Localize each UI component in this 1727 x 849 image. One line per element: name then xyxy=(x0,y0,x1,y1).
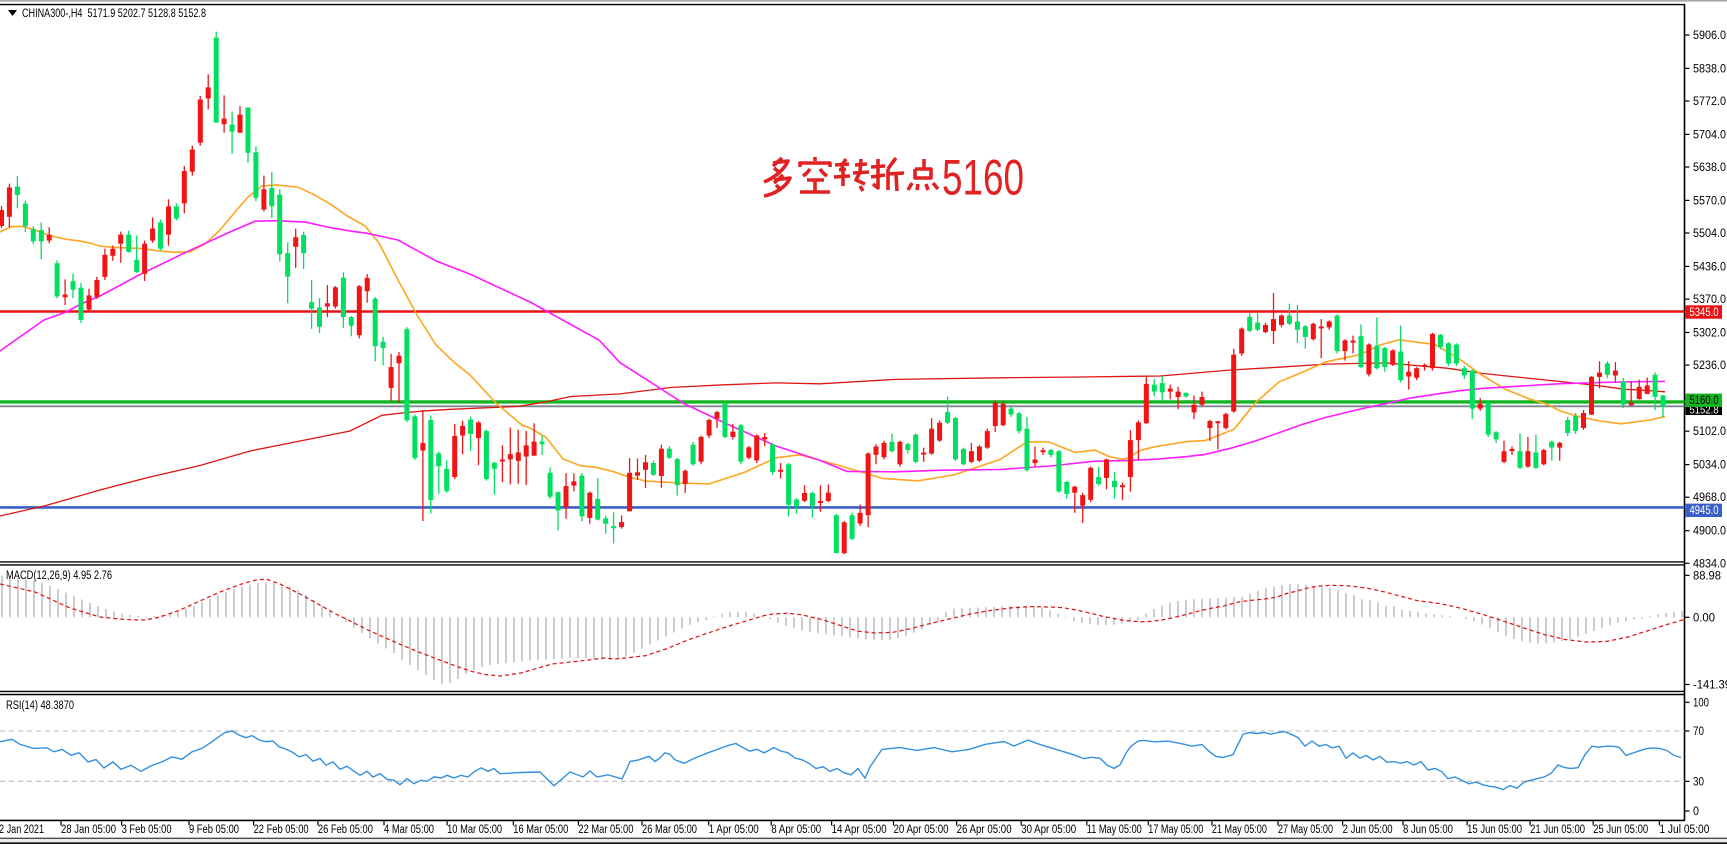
svg-text:88.98: 88.98 xyxy=(1693,570,1721,582)
svg-text:26 Mar 05:00: 26 Mar 05:00 xyxy=(642,824,697,836)
svg-text:21 May 05:00: 21 May 05:00 xyxy=(1212,824,1267,836)
svg-text:5638.0: 5638.0 xyxy=(1693,162,1726,174)
svg-text:5772.0: 5772.0 xyxy=(1693,96,1726,108)
svg-text:14 Apr 05:00: 14 Apr 05:00 xyxy=(832,824,887,836)
svg-text:20 Apr 05:00: 20 Apr 05:00 xyxy=(894,824,949,836)
svg-text:4900.0: 4900.0 xyxy=(1693,526,1726,538)
svg-text:4968.0: 4968.0 xyxy=(1693,492,1726,504)
svg-text:5102.0: 5102.0 xyxy=(1693,426,1726,438)
svg-text:11 May 05:00: 11 May 05:00 xyxy=(1087,824,1142,836)
svg-text:5704.0: 5704.0 xyxy=(1693,129,1726,141)
svg-text:22 Jan 2021: 22 Jan 2021 xyxy=(0,824,44,836)
svg-text:22 Feb 05:00: 22 Feb 05:00 xyxy=(254,824,309,836)
svg-text:5152.8: 5152.8 xyxy=(1690,404,1719,416)
svg-text:30 Apr 05:00: 30 Apr 05:00 xyxy=(1021,824,1076,836)
svg-text:5345.0: 5345.0 xyxy=(1690,307,1719,319)
svg-text:RSI(14) 48.3870: RSI(14) 48.3870 xyxy=(6,700,74,712)
svg-text:5302.0: 5302.0 xyxy=(1693,328,1726,340)
svg-text:4 Mar 05:00: 4 Mar 05:00 xyxy=(384,824,434,836)
svg-text:1 Apr 05:00: 1 Apr 05:00 xyxy=(709,824,759,836)
svg-text:-141.39: -141.39 xyxy=(1693,680,1727,692)
svg-text:25 Jun 05:00: 25 Jun 05:00 xyxy=(1593,824,1648,836)
svg-text:30: 30 xyxy=(1693,776,1704,788)
svg-text:5570.0: 5570.0 xyxy=(1693,195,1726,207)
svg-text:5160: 5160 xyxy=(942,150,1024,206)
svg-text:5838.0: 5838.0 xyxy=(1693,63,1726,75)
svg-text:10 Mar 05:00: 10 Mar 05:00 xyxy=(447,824,502,836)
svg-text:5160.0: 5160.0 xyxy=(1690,395,1719,407)
svg-text:5236.0: 5236.0 xyxy=(1693,360,1726,372)
svg-text:0: 0 xyxy=(1693,806,1699,818)
svg-text:26 Feb 05:00: 26 Feb 05:00 xyxy=(318,824,373,836)
svg-text:3 Feb 05:00: 3 Feb 05:00 xyxy=(122,824,172,836)
svg-text:5906.0: 5906.0 xyxy=(1693,30,1726,42)
svg-text:70: 70 xyxy=(1693,726,1704,738)
svg-text:4834.0: 4834.0 xyxy=(1693,558,1726,570)
svg-text:8 Jun 05:00: 8 Jun 05:00 xyxy=(1403,824,1453,836)
svg-text:27 May 05:00: 27 May 05:00 xyxy=(1278,824,1333,836)
svg-text:22 Mar 05:00: 22 Mar 05:00 xyxy=(578,824,633,836)
svg-text:9 Feb 05:00: 9 Feb 05:00 xyxy=(189,824,239,836)
svg-text:16 Mar 05:00: 16 Mar 05:00 xyxy=(513,824,568,836)
svg-text:0.00: 0.00 xyxy=(1693,612,1715,624)
svg-text:5504.0: 5504.0 xyxy=(1693,228,1726,240)
svg-text:5370.0: 5370.0 xyxy=(1693,294,1726,306)
svg-text:5034.0: 5034.0 xyxy=(1693,460,1726,472)
svg-text:5436.0: 5436.0 xyxy=(1693,261,1726,273)
svg-text:1 Jul 05:00: 1 Jul 05:00 xyxy=(1659,824,1709,836)
svg-text:2 Jun 05:00: 2 Jun 05:00 xyxy=(1343,824,1393,836)
svg-text:4945.0: 4945.0 xyxy=(1690,505,1719,517)
svg-text:CHINA300-,H4 5171.9 5202.7 51: CHINA300-,H4 5171.9 5202.7 5128.8 5152.8 xyxy=(22,6,206,20)
svg-text:15 Jun 05:00: 15 Jun 05:00 xyxy=(1467,824,1522,836)
svg-text:8 Apr 05:00: 8 Apr 05:00 xyxy=(771,824,821,836)
svg-text:MACD(12,26,9) 4.95 2.76: MACD(12,26,9) 4.95 2.76 xyxy=(6,570,112,582)
svg-text:100: 100 xyxy=(1693,697,1709,709)
svg-text:17 May 05:00: 17 May 05:00 xyxy=(1148,824,1203,836)
svg-text:28 Jan 05:00: 28 Jan 05:00 xyxy=(61,824,116,836)
svg-text:21 Jun 05:00: 21 Jun 05:00 xyxy=(1530,824,1585,836)
svg-text:26 Apr 05:00: 26 Apr 05:00 xyxy=(957,824,1012,836)
